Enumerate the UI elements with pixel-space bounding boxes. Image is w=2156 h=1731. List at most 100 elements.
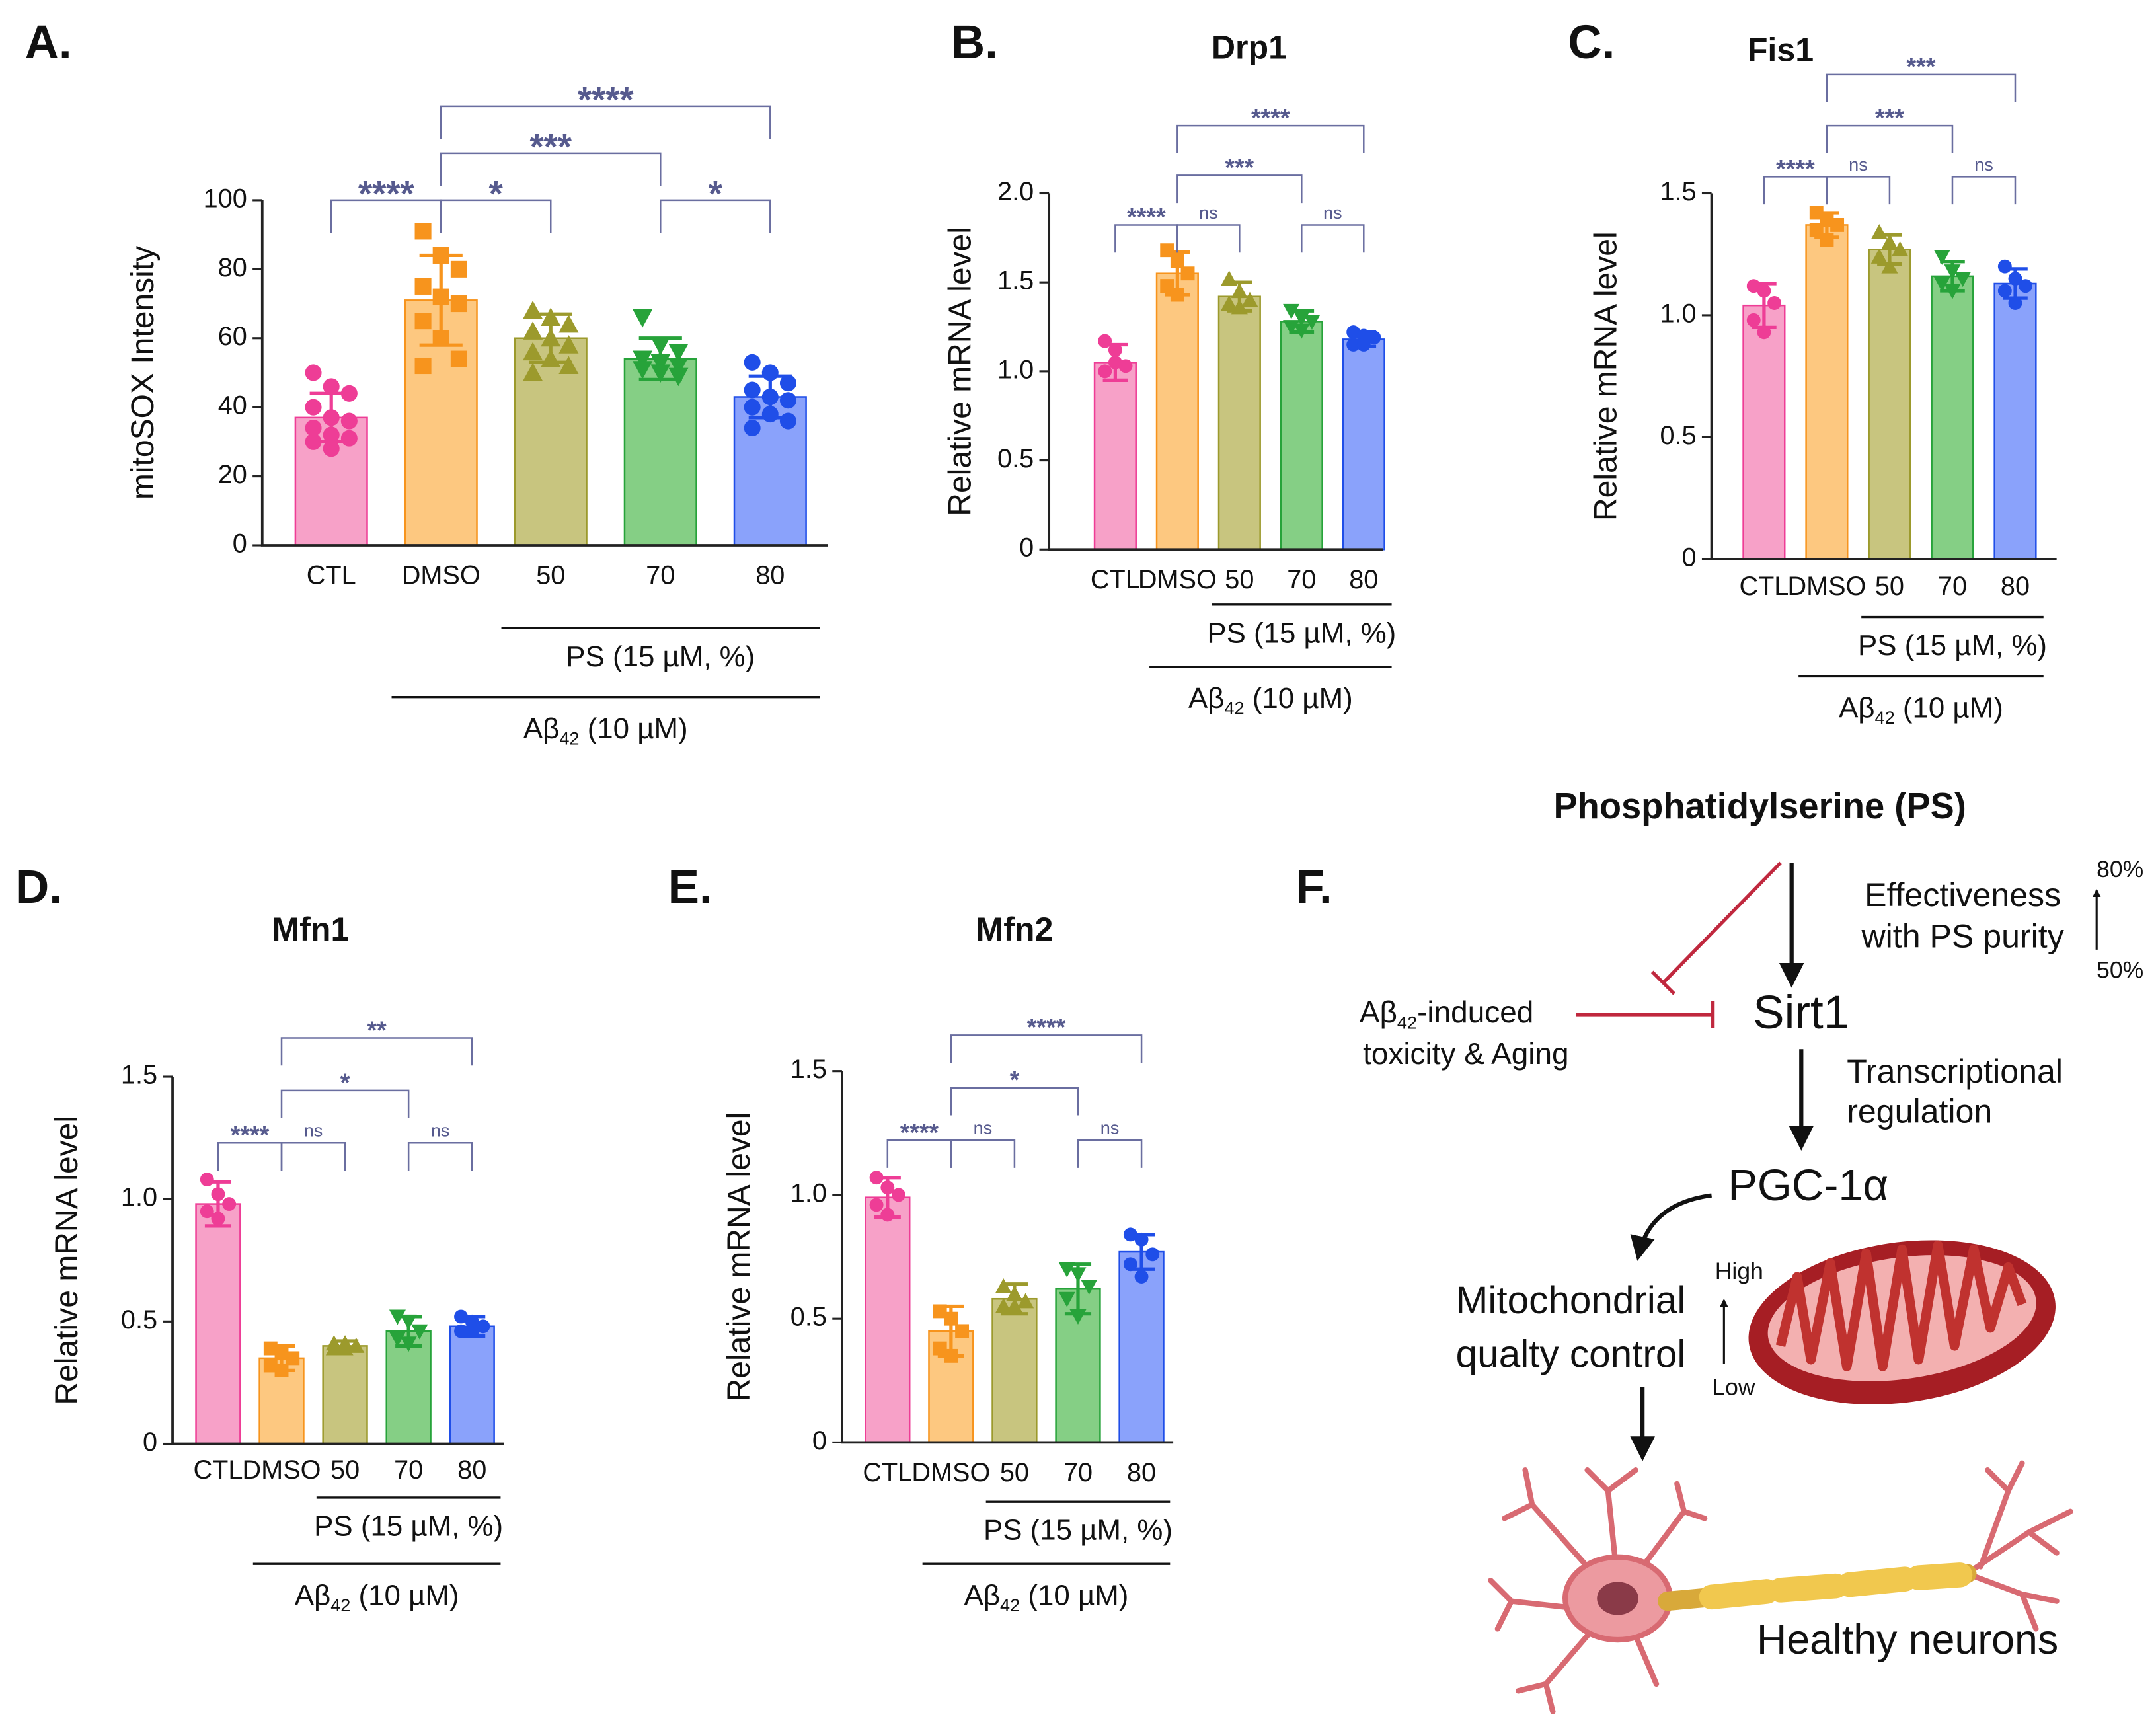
point	[541, 328, 561, 347]
sig-label: ns	[1974, 154, 1993, 174]
bar	[1742, 304, 1786, 560]
point	[650, 354, 671, 373]
point	[523, 300, 543, 319]
point	[668, 367, 689, 387]
y-axis-label: mitoSOX Intensity	[126, 246, 161, 500]
x-tick-label: CTL	[1091, 565, 1140, 594]
point	[286, 1351, 300, 1366]
group-label-text: Aβ	[295, 1579, 330, 1611]
point	[1954, 272, 1972, 288]
point	[1367, 330, 1381, 345]
group-label: Aβ42 (10 µM)	[523, 712, 688, 748]
point	[1881, 258, 1898, 274]
level-low: Low	[1712, 1373, 1755, 1400]
point	[1746, 279, 1761, 293]
y-tick-label: 0	[143, 1428, 157, 1457]
point	[1006, 1297, 1023, 1313]
sig-bracket	[280, 1089, 410, 1118]
point	[414, 278, 432, 295]
sig-bracket	[950, 1087, 1079, 1116]
point	[274, 1363, 289, 1377]
chart-title: Mfn2	[976, 911, 1053, 948]
process-label: Mitochondrial	[1456, 1279, 1686, 1322]
group-label-sub: 42	[1000, 1595, 1020, 1615]
point	[995, 1297, 1012, 1313]
group-label-sub: 42	[559, 728, 579, 749]
y-axis-label: Relative mRNA level	[722, 1112, 757, 1402]
point	[779, 375, 796, 392]
bar	[1280, 321, 1323, 551]
point	[400, 1336, 417, 1352]
point	[1134, 1232, 1149, 1247]
point	[1881, 233, 1898, 249]
point	[340, 385, 358, 402]
point	[1241, 291, 1258, 307]
y-tick-label: 40	[218, 391, 247, 420]
x-tick-label: 80	[457, 1455, 486, 1484]
myelin	[1699, 1562, 1973, 1610]
y-tick-label: 1.5	[997, 266, 1034, 295]
point	[523, 342, 543, 361]
point	[892, 1188, 905, 1202]
point	[325, 1340, 342, 1356]
point	[1820, 233, 1834, 247]
y-tick-label: 0	[812, 1426, 827, 1455]
bar	[991, 1297, 1038, 1443]
sig-bracket	[1826, 73, 2017, 102]
point	[414, 313, 432, 330]
purity-high: 80%	[2097, 856, 2143, 882]
point	[454, 1324, 468, 1338]
point	[1870, 248, 1888, 264]
x-tick-label: 50	[1875, 572, 1904, 601]
group-label: Aβ42 (10 µM)	[295, 1579, 459, 1615]
axes	[260, 200, 829, 547]
group-label: PS (15 µM, %)	[314, 1510, 503, 1542]
y-axis-label: Relative mRNA level	[1589, 231, 1624, 521]
point	[880, 1208, 895, 1222]
point	[389, 1309, 406, 1325]
point	[761, 388, 779, 406]
point	[400, 1314, 417, 1330]
point	[1221, 295, 1238, 311]
sig-label: ****	[1127, 203, 1166, 231]
point	[744, 381, 761, 399]
dendrites	[1488, 1460, 2073, 1714]
point	[274, 1346, 289, 1360]
y-axis-label: Relative mRNA level	[943, 227, 978, 516]
y-tick-label: 0.5	[1660, 421, 1696, 450]
point	[305, 419, 322, 437]
sig-label: ns	[1199, 202, 1218, 223]
arrow	[1630, 1193, 1712, 1261]
x-tick-label: 80	[2001, 572, 2030, 601]
bar	[623, 358, 697, 547]
y-axis-label: Relative mRNA level	[50, 1116, 85, 1405]
point	[1767, 296, 1782, 310]
effector-label: PGC-1α	[1728, 1161, 1888, 1210]
sig-bracket	[440, 105, 771, 140]
point	[633, 361, 653, 379]
point	[211, 1212, 225, 1226]
point	[933, 1304, 947, 1319]
stressor-label: toxicity & Aging	[1363, 1036, 1569, 1071]
group-label: Aβ42 (10 µM)	[1839, 691, 2003, 728]
sig-bracket	[1826, 176, 1891, 205]
point	[761, 406, 779, 423]
point	[1006, 1286, 1023, 1301]
point	[1809, 223, 1824, 237]
x-tick-label: 70	[1938, 572, 1967, 601]
point	[465, 1314, 479, 1328]
mito-cristae	[1775, 1240, 2027, 1371]
group-label-text: Aβ	[964, 1579, 1000, 1611]
x-tick-label: CTL	[1739, 572, 1789, 601]
y-tick-label: 1.0	[790, 1178, 827, 1208]
x-tick-label: CTL	[307, 561, 356, 590]
point	[1746, 313, 1761, 327]
point	[465, 1324, 479, 1338]
point	[340, 430, 358, 447]
point	[305, 364, 322, 381]
x-tick-label: DMSO	[1138, 565, 1217, 594]
chart-panel: A. mitoSOX Intensity 0 20 40 60 80 100 CTL DMSO 50…	[25, 17, 829, 749]
x-tick-label: DMSO	[1787, 572, 1866, 601]
point	[1145, 1247, 1160, 1262]
point	[323, 409, 340, 426]
